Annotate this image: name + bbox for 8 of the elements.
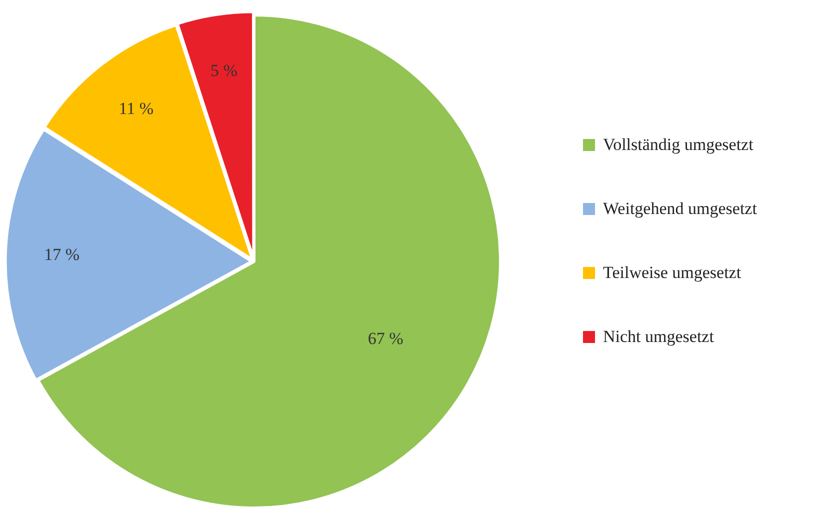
data-label: 11 %	[118, 99, 154, 118]
legend-label: Nicht umgesetzt	[603, 327, 714, 347]
data-label: 67 %	[368, 328, 404, 348]
legend-label: Vollständig umgesetzt	[603, 135, 754, 155]
legend-label: Teilweise umgesetzt	[603, 263, 742, 283]
data-label: 5 %	[210, 61, 238, 80]
legend-label: Weitgehend umgesetzt	[603, 199, 757, 219]
data-label: 17 %	[44, 244, 80, 264]
